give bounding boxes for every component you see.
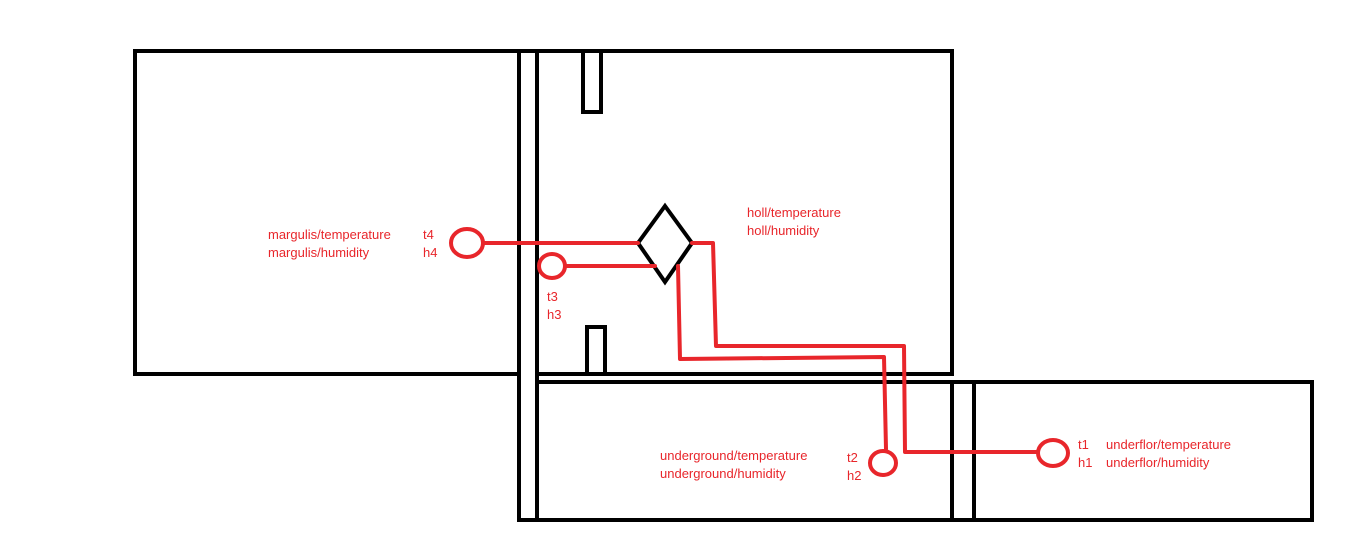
wire-t1: [690, 241, 1040, 454]
wall-partition-left: [517, 49, 539, 522]
label-h3: h3: [547, 307, 561, 322]
sensor-t3-icon: [537, 252, 567, 280]
label-t4: t4: [423, 227, 434, 242]
label-h4: h4: [423, 245, 437, 260]
label-margulis-humidity: margulis/humidity: [268, 245, 370, 260]
label-h2: h2: [847, 468, 861, 483]
sensor-t2-icon: [868, 449, 898, 477]
label-holl-temperature: holl/temperature: [747, 205, 841, 220]
label-t2: t2: [847, 450, 858, 465]
label-underground-temperature: underground/temperature: [660, 448, 807, 463]
label-underflor-humidity: underflor/humidity: [1106, 455, 1210, 470]
door-jamb-bottom: [585, 325, 607, 376]
label-underflor-temperature: underflor/temperature: [1106, 437, 1231, 452]
room-margulis: [133, 49, 521, 376]
label-underground-humidity: underground/humidity: [660, 466, 786, 481]
label-t3: t3: [547, 289, 558, 304]
wire-t2: [676, 264, 888, 451]
diamond-hub-icon: [635, 202, 695, 286]
label-h1: h1: [1078, 455, 1092, 470]
door-jamb-top: [581, 49, 603, 114]
sensor-t1-icon: [1036, 438, 1070, 468]
label-holl-humidity: holl/humidity: [747, 223, 820, 238]
sensor-t4-icon: [449, 227, 485, 259]
label-margulis-temperature: margulis/temperature: [268, 227, 391, 242]
label-t1: t1: [1078, 437, 1089, 452]
